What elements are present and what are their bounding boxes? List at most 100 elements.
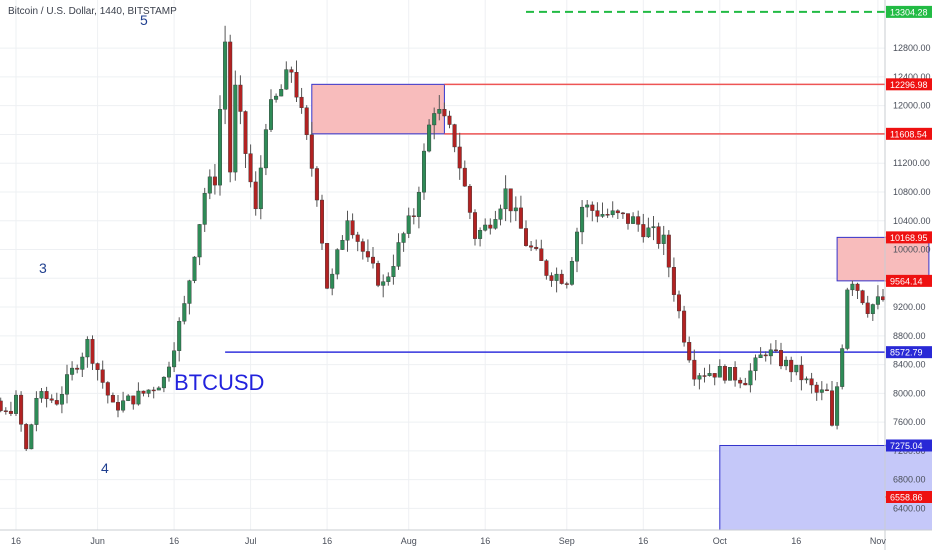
candle-body	[763, 354, 768, 357]
candle-body	[677, 294, 682, 312]
candle-body	[493, 219, 498, 229]
candle-body	[539, 248, 544, 261]
candle-body	[595, 210, 600, 217]
candle-body	[427, 124, 432, 152]
candle-body	[80, 356, 85, 370]
candle-body	[115, 401, 120, 411]
symbol-label: BTCUSD	[174, 370, 265, 395]
y-tick-label: 10000.00	[893, 245, 931, 255]
price-tag	[886, 78, 932, 91]
candle-body	[350, 220, 355, 236]
candle-body	[437, 109, 442, 114]
y-tick-label: 10800.00	[893, 187, 931, 197]
candle-body	[192, 256, 197, 281]
candle-body	[166, 366, 171, 378]
candle-body	[146, 389, 151, 394]
wave-label-4: 4	[101, 460, 109, 476]
candle-body	[875, 296, 880, 305]
price-tag-label: 10168.95	[890, 233, 928, 243]
candle-body	[182, 303, 187, 322]
candle-body	[151, 389, 156, 392]
candle-body	[804, 378, 809, 381]
candle-body	[64, 374, 69, 395]
candle-body	[840, 348, 845, 387]
price-tag-label: 7275.04	[890, 441, 923, 451]
candle-body	[24, 424, 29, 450]
candle-body	[768, 349, 773, 357]
x-tick-label: Jun	[90, 536, 105, 546]
candle-body	[549, 275, 554, 281]
candle-body	[263, 129, 268, 169]
candle-body	[269, 99, 274, 130]
price-tag	[886, 490, 932, 503]
candle-body	[371, 256, 376, 264]
candle-body	[564, 283, 569, 285]
candle-body	[381, 281, 386, 286]
candle-body	[75, 367, 80, 370]
candle-body	[457, 146, 462, 169]
candle-body	[238, 84, 243, 112]
candle-body	[666, 234, 671, 268]
x-tick-label: Sep	[559, 536, 575, 546]
y-tick-label: 12000.00	[893, 101, 931, 111]
candle-body	[253, 181, 258, 210]
candle-body	[100, 369, 105, 383]
candle-body	[131, 395, 136, 405]
y-tick-label: 6800.00	[893, 475, 926, 485]
candle-body	[784, 359, 789, 367]
candle-body	[865, 302, 870, 314]
candle-body	[396, 242, 401, 267]
candle-body	[524, 228, 529, 246]
candle-body	[733, 367, 738, 381]
wave-label-5: 5	[140, 12, 148, 28]
candle-body	[70, 367, 75, 375]
wave-label-3: 3	[39, 260, 47, 276]
candle-body	[661, 234, 666, 244]
candle-body	[748, 370, 753, 386]
candle-body	[575, 231, 580, 262]
candle-body	[508, 188, 513, 212]
candle-body	[121, 400, 126, 411]
candle-body	[738, 379, 743, 384]
candle-body	[697, 375, 702, 380]
zone-box	[719, 444, 932, 531]
candle-body	[217, 109, 222, 186]
candle-body	[799, 364, 804, 381]
x-tick-label: 16	[791, 536, 801, 546]
candle-body	[728, 367, 733, 381]
x-tick-label: Oct	[713, 536, 728, 546]
candle-body	[391, 266, 396, 277]
candle-body	[467, 185, 472, 213]
candle-body	[401, 233, 406, 243]
candle-body	[814, 384, 819, 393]
candle-body	[44, 391, 49, 400]
candle-body	[830, 390, 835, 426]
candle-body	[447, 115, 452, 125]
candle-body	[365, 251, 370, 258]
candle-body	[641, 224, 646, 238]
candle-body	[141, 390, 146, 394]
candle-body	[682, 310, 687, 343]
candle-body	[432, 113, 437, 126]
candle-body	[299, 96, 304, 108]
x-tick-label: Jul	[245, 536, 257, 546]
candle-body	[243, 111, 248, 154]
candle-body	[187, 280, 192, 304]
candle-body	[743, 382, 748, 386]
candle-body	[345, 220, 350, 241]
candle-body	[314, 168, 319, 201]
candle-body	[712, 373, 717, 378]
candle-body	[610, 210, 615, 216]
candle-body	[473, 212, 478, 239]
candle-body	[274, 95, 279, 100]
y-tick-label: 8800.00	[893, 331, 926, 341]
y-tick-label: 7600.00	[893, 417, 926, 427]
price-tag-label: 9564.14	[890, 276, 923, 286]
candle-body	[8, 410, 13, 414]
candle-body	[870, 304, 875, 314]
candle-body	[19, 394, 24, 425]
candle-body	[702, 375, 707, 377]
candle-body	[95, 363, 100, 370]
candle-body	[462, 167, 467, 187]
